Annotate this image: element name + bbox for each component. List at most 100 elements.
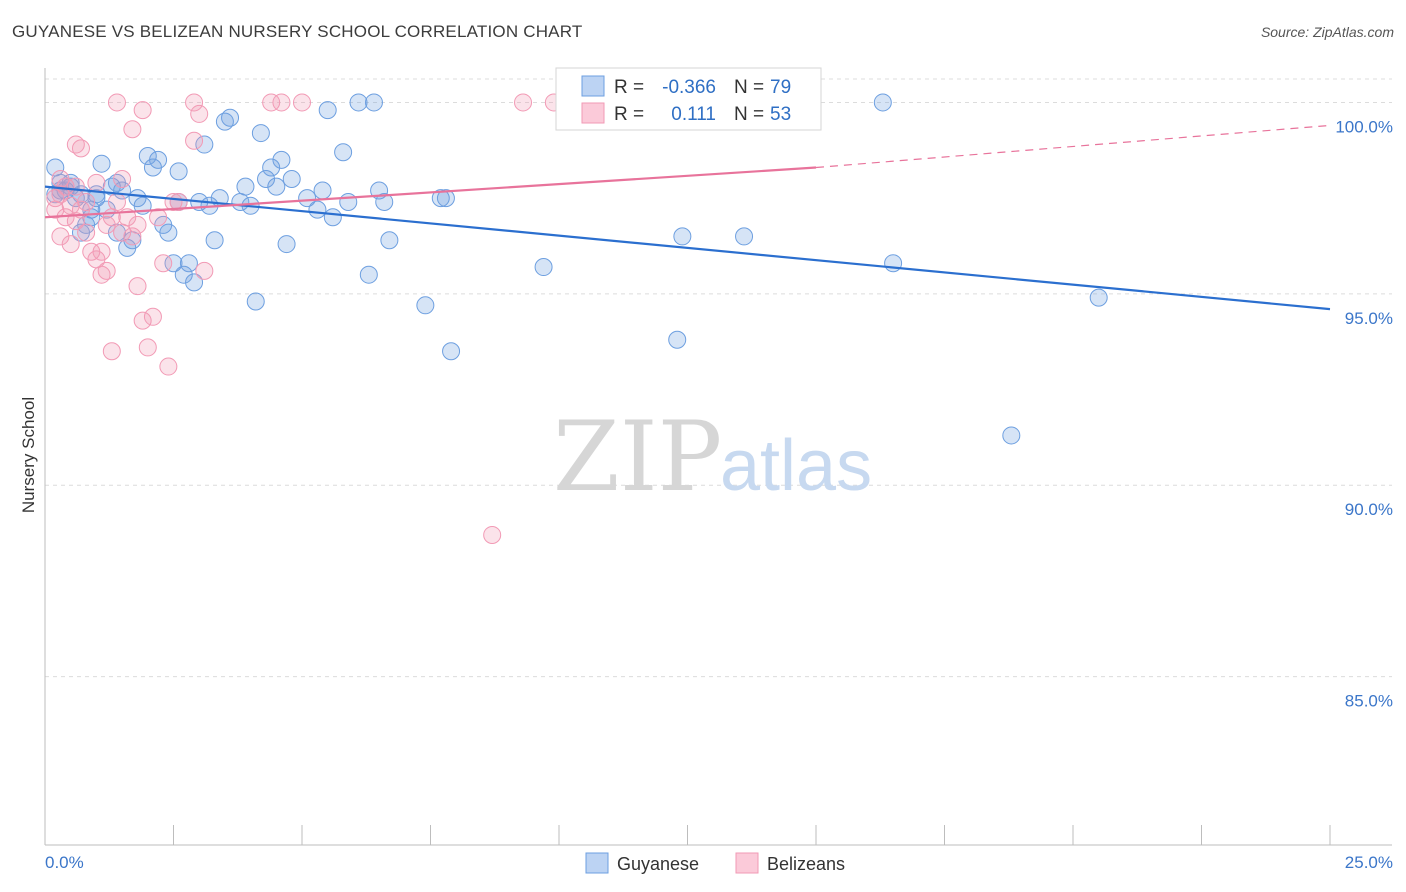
scatter-point-belizeans xyxy=(46,189,65,208)
scatter-point-guyanese xyxy=(138,147,157,166)
legend-n-label-guyanese: N = xyxy=(734,77,764,98)
legend-swatch-belizeans xyxy=(581,102,605,124)
scatter-point-belizeans xyxy=(154,254,173,273)
scatter-point-guyanese xyxy=(277,235,296,254)
scatter-point-guyanese xyxy=(205,231,224,250)
y-tick-label: 95.0% xyxy=(1345,309,1393,328)
scatter-point-belizeans xyxy=(149,208,168,227)
trend-line-belizeans-extension xyxy=(815,124,1331,169)
scatter-point-belizeans xyxy=(133,101,152,120)
scatter-point-guyanese xyxy=(257,170,276,188)
scatter-point-belizeans xyxy=(272,93,291,112)
scatter-point-guyanese xyxy=(262,158,281,177)
scatter-point-guyanese xyxy=(442,342,461,361)
watermark-zip: ZIP xyxy=(553,401,722,513)
scatter-point-guyanese xyxy=(128,189,147,208)
scatter-point-guyanese xyxy=(873,93,892,112)
scatter-point-guyanese xyxy=(1089,288,1108,307)
scatter-point-belizeans xyxy=(159,357,178,376)
legend-r-label-guyanese: R = xyxy=(614,77,644,98)
scatter-point-belizeans xyxy=(66,177,85,196)
trend-layer xyxy=(44,124,1331,311)
trend-line-belizeans xyxy=(44,166,817,219)
scatter-point-guyanese xyxy=(318,101,337,120)
scatter-point-belizeans xyxy=(107,93,126,112)
scatter-point-guyanese xyxy=(282,170,301,188)
scatter-point-belizeans xyxy=(61,196,80,215)
top-legend: R = -0.366 N = 79 R = 0.111 N = 53 xyxy=(555,67,822,131)
scatter-point-belizeans xyxy=(56,177,75,196)
points-layer xyxy=(46,93,1108,544)
scatter-point-guyanese xyxy=(359,265,378,284)
scatter-point-belizeans xyxy=(92,242,111,261)
scatter-point-guyanese xyxy=(246,292,265,311)
y-axis-title: Nursery School xyxy=(19,397,38,513)
scatter-point-guyanese xyxy=(298,189,317,208)
scatter-point-guyanese xyxy=(164,254,183,273)
scatter-point-guyanese xyxy=(668,330,687,349)
scatter-point-guyanese xyxy=(416,296,435,315)
scatter-point-guyanese xyxy=(236,177,255,196)
scatter-point-belizeans xyxy=(123,227,142,246)
axis-layer: 85.0% 90.0% 95.0% 100.0% 0.0% 25.0% xyxy=(44,68,1393,872)
scatter-point-guyanese xyxy=(169,162,188,181)
bottom-legend-swatch-guyanese xyxy=(585,852,609,874)
scatter-point-belizeans xyxy=(97,215,116,234)
scatter-point-belizeans xyxy=(128,215,147,234)
x-tick-label: 0.0% xyxy=(45,853,84,872)
scatter-point-guyanese xyxy=(323,208,342,227)
scatter-point-belizeans xyxy=(51,227,70,246)
scatter-point-belizeans xyxy=(138,338,157,357)
legend-swatch-guyanese xyxy=(581,75,605,97)
scatter-point-guyanese xyxy=(149,150,168,169)
scatter-point-belizeans xyxy=(113,170,132,188)
scatter-point-guyanese xyxy=(185,273,204,292)
scatter-point-guyanese xyxy=(179,254,198,273)
scatter-point-guyanese xyxy=(313,181,332,200)
chart-title: GUYANESE VS BELIZEAN NURSERY SCHOOL CORR… xyxy=(12,22,583,41)
grid-layer xyxy=(45,78,1392,678)
x-tick-label: 25.0% xyxy=(1345,853,1393,872)
scatter-point-guyanese xyxy=(61,177,80,196)
scatter-point-guyanese xyxy=(339,192,358,211)
scatter-point-guyanese xyxy=(380,231,399,250)
scatter-point-belizeans xyxy=(107,192,126,211)
scatter-point-belizeans xyxy=(262,93,281,112)
legend-n-value-guyanese: 79 xyxy=(770,77,791,98)
scatter-point-belizeans xyxy=(195,261,214,280)
scatter-point-guyanese xyxy=(1002,426,1021,445)
scatter-point-belizeans xyxy=(185,131,204,150)
scatter-point-belizeans xyxy=(293,93,311,112)
scatter-point-belizeans xyxy=(483,525,502,544)
scatter-point-guyanese xyxy=(92,154,111,173)
scatter-point-guyanese xyxy=(735,227,754,246)
y-tick-label: 90.0% xyxy=(1345,500,1393,519)
scatter-point-guyanese xyxy=(534,258,553,277)
scatter-point-belizeans xyxy=(514,93,533,112)
scatter-point-belizeans xyxy=(61,235,80,254)
scatter-point-belizeans xyxy=(169,192,188,211)
bottom-legend-label-belizeans: Belizeans xyxy=(767,854,845,874)
scatter-point-guyanese xyxy=(221,108,240,127)
legend-n-value-belizeans: 53 xyxy=(770,104,791,125)
legend-n-label-belizeans: N = xyxy=(734,104,764,125)
scatter-point-belizeans xyxy=(102,342,121,361)
scatter-point-belizeans xyxy=(143,307,162,326)
scatter-point-belizeans xyxy=(71,139,90,158)
scatter-point-guyanese xyxy=(195,135,214,154)
scatter-point-belizeans xyxy=(77,192,96,211)
scatter-point-guyanese xyxy=(431,189,450,208)
bottom-legend-swatch-belizeans xyxy=(735,852,759,874)
scatter-point-belizeans xyxy=(128,277,147,296)
scatter-point-belizeans xyxy=(97,261,116,280)
scatter-point-belizeans xyxy=(87,173,106,192)
scatter-point-guyanese xyxy=(87,189,106,208)
scatter-point-belizeans xyxy=(133,311,152,330)
scatter-point-guyanese xyxy=(267,177,286,196)
scatter-point-guyanese xyxy=(272,150,291,169)
scatter-point-guyanese xyxy=(349,93,368,112)
scatter-point-guyanese xyxy=(364,93,383,112)
scatter-point-guyanese xyxy=(159,223,178,242)
watermark: ZIP atlas xyxy=(553,401,872,513)
